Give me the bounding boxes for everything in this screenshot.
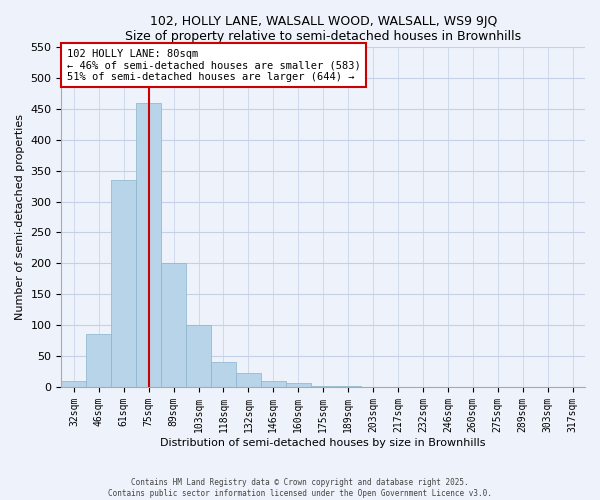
Bar bbox=[86, 334, 111, 387]
Bar bbox=[236, 374, 261, 387]
Bar bbox=[61, 381, 86, 387]
Bar bbox=[286, 382, 311, 387]
Bar bbox=[335, 386, 361, 387]
Y-axis label: Number of semi-detached properties: Number of semi-detached properties bbox=[15, 114, 25, 320]
Text: Contains HM Land Registry data © Crown copyright and database right 2025.
Contai: Contains HM Land Registry data © Crown c… bbox=[108, 478, 492, 498]
Text: 102 HOLLY LANE: 80sqm
← 46% of semi-detached houses are smaller (583)
51% of sem: 102 HOLLY LANE: 80sqm ← 46% of semi-deta… bbox=[67, 48, 361, 82]
Bar bbox=[261, 381, 286, 387]
Bar bbox=[161, 264, 186, 387]
Bar bbox=[136, 102, 161, 387]
Bar bbox=[111, 180, 136, 387]
Bar bbox=[311, 386, 335, 387]
Title: 102, HOLLY LANE, WALSALL WOOD, WALSALL, WS9 9JQ
Size of property relative to sem: 102, HOLLY LANE, WALSALL WOOD, WALSALL, … bbox=[125, 15, 521, 43]
Bar bbox=[211, 362, 236, 387]
X-axis label: Distribution of semi-detached houses by size in Brownhills: Distribution of semi-detached houses by … bbox=[160, 438, 486, 448]
Bar bbox=[186, 325, 211, 387]
